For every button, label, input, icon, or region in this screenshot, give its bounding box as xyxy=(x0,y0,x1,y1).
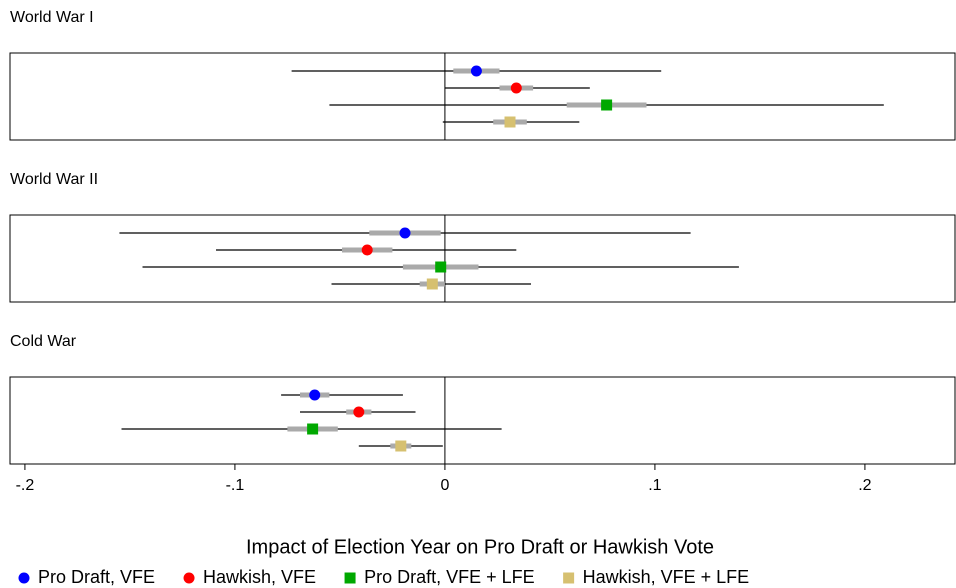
panel-title: World War I xyxy=(10,9,94,26)
estimate-point xyxy=(601,99,613,111)
x-tick-label: .1 xyxy=(648,477,661,494)
x-tick-label: 0 xyxy=(440,477,449,494)
x-tick-label: -.2 xyxy=(16,477,35,494)
x-tick-label: -.1 xyxy=(226,477,245,494)
estimate-point xyxy=(426,278,438,290)
legend-marker xyxy=(18,572,30,584)
estimate-point xyxy=(399,227,411,239)
legend-label: Pro Draft, VFE xyxy=(38,567,155,587)
estimate-point xyxy=(395,440,407,452)
legend-marker xyxy=(344,572,356,584)
panel-title: Cold War xyxy=(10,333,77,350)
legend-label: Hawkish, VFE + LFE xyxy=(583,567,750,587)
panel-title: World War II xyxy=(10,171,98,188)
panel-frame xyxy=(9,214,956,303)
legend-label: Pro Draft, VFE + LFE xyxy=(364,567,535,587)
legend-label: Hawkish, VFE xyxy=(203,567,316,587)
estimate-point xyxy=(361,244,373,256)
estimate-point xyxy=(309,389,321,401)
estimate-point xyxy=(353,406,365,418)
legend-marker xyxy=(563,572,575,584)
estimate-point xyxy=(470,65,482,77)
panel-frame xyxy=(9,52,956,141)
estimate-point xyxy=(435,261,447,273)
estimate-point xyxy=(510,82,522,94)
legend-marker xyxy=(183,572,195,584)
x-tick-label: .2 xyxy=(858,477,871,494)
estimate-point xyxy=(307,423,319,435)
x-axis-label: Impact of Election Year on Pro Draft or … xyxy=(246,536,714,558)
estimate-point xyxy=(504,116,516,128)
panel-frame xyxy=(9,376,956,465)
